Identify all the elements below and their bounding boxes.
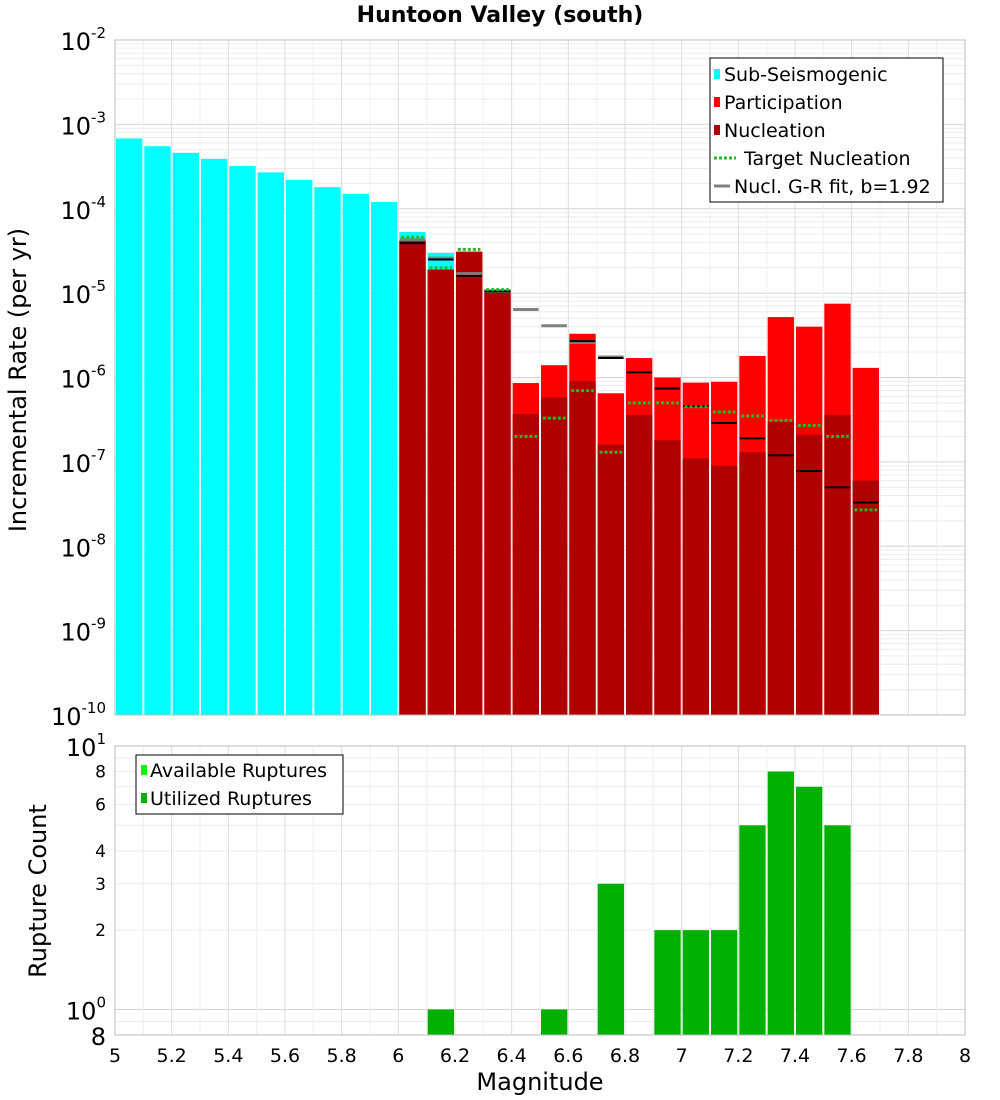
nucleation-bar bbox=[796, 434, 823, 715]
sub-seismogenic-bar bbox=[286, 179, 313, 715]
utilized-ruptures-bar bbox=[682, 930, 709, 1035]
sub-seismogenic-bar bbox=[314, 187, 341, 716]
bottom-y-tick-label: 100 bbox=[66, 993, 106, 1025]
bottom-y-tick-label: 6 bbox=[95, 795, 106, 815]
x-tick-label: 6.8 bbox=[610, 1045, 640, 1067]
nucleation-bar bbox=[597, 444, 624, 715]
sub-seismogenic-bar bbox=[229, 166, 256, 715]
sub-seismogenic-bar bbox=[371, 202, 398, 715]
x-tick-label: 5.2 bbox=[157, 1045, 187, 1067]
utilized-ruptures-bar bbox=[597, 883, 624, 1035]
nucleation-bar bbox=[456, 251, 483, 715]
nucleation-bar bbox=[682, 458, 709, 715]
nucleation-bar bbox=[852, 480, 879, 715]
sub-seismogenic-bar bbox=[342, 193, 369, 715]
x-tick-label: 5.6 bbox=[270, 1045, 300, 1067]
nucleation-bar bbox=[767, 421, 794, 715]
utilized-ruptures-bar bbox=[654, 930, 681, 1035]
utilized-ruptures-bar bbox=[739, 825, 766, 1035]
utilized-ruptures-bar bbox=[427, 1009, 454, 1035]
x-tick-label: 6.4 bbox=[497, 1045, 527, 1067]
sub-seismogenic-bar bbox=[172, 152, 199, 715]
legend-label: Sub-Seismogenic bbox=[724, 64, 888, 86]
utilized-ruptures-bar bbox=[824, 825, 851, 1035]
legend-label: Nucl. G-R fit, b=1.92 bbox=[734, 176, 931, 198]
bottom-legend bbox=[135, 754, 344, 815]
x-tick-label: 6 bbox=[392, 1045, 404, 1067]
x-tick-label: 5.8 bbox=[327, 1045, 357, 1067]
x-axis-label: Magnitude bbox=[476, 1068, 603, 1096]
legend-label: Target Nucleation bbox=[743, 148, 911, 170]
top-legend bbox=[709, 57, 944, 203]
legend-swatch bbox=[714, 69, 720, 79]
bottom-y-tick-label: 101 bbox=[66, 730, 106, 762]
chart-title: Huntoon Valley (south) bbox=[357, 3, 644, 28]
nucleation-bar bbox=[427, 269, 454, 715]
legend-swatch bbox=[714, 97, 720, 107]
bottom-y-tick-label: 3 bbox=[95, 875, 106, 895]
legend-label: Utilized Ruptures bbox=[150, 788, 312, 810]
utilized-ruptures-bar bbox=[767, 771, 794, 1035]
x-tick-label: 7.8 bbox=[893, 1045, 923, 1067]
sub-seismogenic-bar bbox=[257, 172, 284, 715]
nucleation-bar bbox=[654, 440, 681, 715]
nucleation-bar bbox=[484, 289, 511, 715]
nucleation-bar bbox=[512, 413, 539, 715]
top-y-tick-label: 10-4 bbox=[60, 193, 106, 225]
nucleation-bar bbox=[711, 465, 738, 715]
x-tick-label: 7 bbox=[676, 1045, 688, 1067]
nucleation-bar bbox=[569, 381, 596, 715]
x-tick-label: 6.6 bbox=[553, 1045, 583, 1067]
utilized-ruptures-bar bbox=[796, 786, 823, 1035]
top-y-tick-label: 10-8 bbox=[60, 530, 106, 562]
legend-swatch bbox=[141, 793, 147, 803]
top-y-tick-label: 10-9 bbox=[60, 615, 106, 647]
utilized-ruptures-bar bbox=[711, 930, 738, 1035]
top-y-tick-label: 10-2 bbox=[60, 24, 106, 56]
top-y-axis-label: Incremental Rate (per yr) bbox=[4, 228, 32, 532]
rate-plot-area: 10-2 10-3 10-4 10-5 10-6 10-7 10-8 10-9 10-10 Sub… bbox=[51, 24, 966, 731]
nucleation-bar bbox=[541, 397, 568, 715]
nucleation-bar bbox=[739, 452, 766, 715]
top-y-tick-label: 10-7 bbox=[60, 446, 106, 478]
legend-swatch bbox=[714, 125, 720, 135]
x-tick-label: 7.6 bbox=[837, 1045, 867, 1067]
x-tick-label: 5.4 bbox=[213, 1045, 243, 1067]
nucleation-bar bbox=[399, 240, 426, 716]
top-y-tick-label: 10-5 bbox=[60, 277, 106, 309]
x-tick-label: 8 bbox=[959, 1045, 971, 1067]
x-tick-label: 5 bbox=[109, 1045, 121, 1067]
top-y-tick-label: 10-10 bbox=[51, 699, 106, 731]
sub-seismogenic-bar bbox=[144, 146, 171, 716]
sub-seismogenic-bar bbox=[116, 138, 143, 715]
bottom-y-tick-label: 8 bbox=[91, 1023, 106, 1051]
x-tick-label: 7.4 bbox=[780, 1045, 810, 1067]
legend-label: Participation bbox=[724, 92, 843, 114]
bottom-y-axis-label: Rupture Count bbox=[24, 804, 52, 978]
x-tick-label: 7.2 bbox=[723, 1045, 753, 1067]
top-y-tick-label: 10-3 bbox=[60, 108, 106, 140]
sub-seismogenic-bar bbox=[201, 158, 228, 716]
bottom-y-tick-label: 4 bbox=[95, 842, 106, 862]
x-tick-label: 6.2 bbox=[440, 1045, 470, 1067]
bottom-y-tick-label: 8 bbox=[95, 763, 106, 783]
nucleation-bar bbox=[824, 414, 851, 715]
legend-swatch bbox=[141, 765, 147, 775]
legend-label: Available Ruptures bbox=[150, 760, 327, 782]
utilized-ruptures-bar bbox=[541, 1009, 568, 1035]
nucleation-bar bbox=[626, 414, 653, 715]
bottom-plot-border bbox=[114, 745, 966, 1036]
top-y-tick-label: 10-6 bbox=[60, 362, 106, 394]
top-plot-border bbox=[114, 39, 966, 716]
legend-label: Nucleation bbox=[724, 120, 826, 142]
bottom-y-tick-label: 2 bbox=[95, 921, 106, 941]
